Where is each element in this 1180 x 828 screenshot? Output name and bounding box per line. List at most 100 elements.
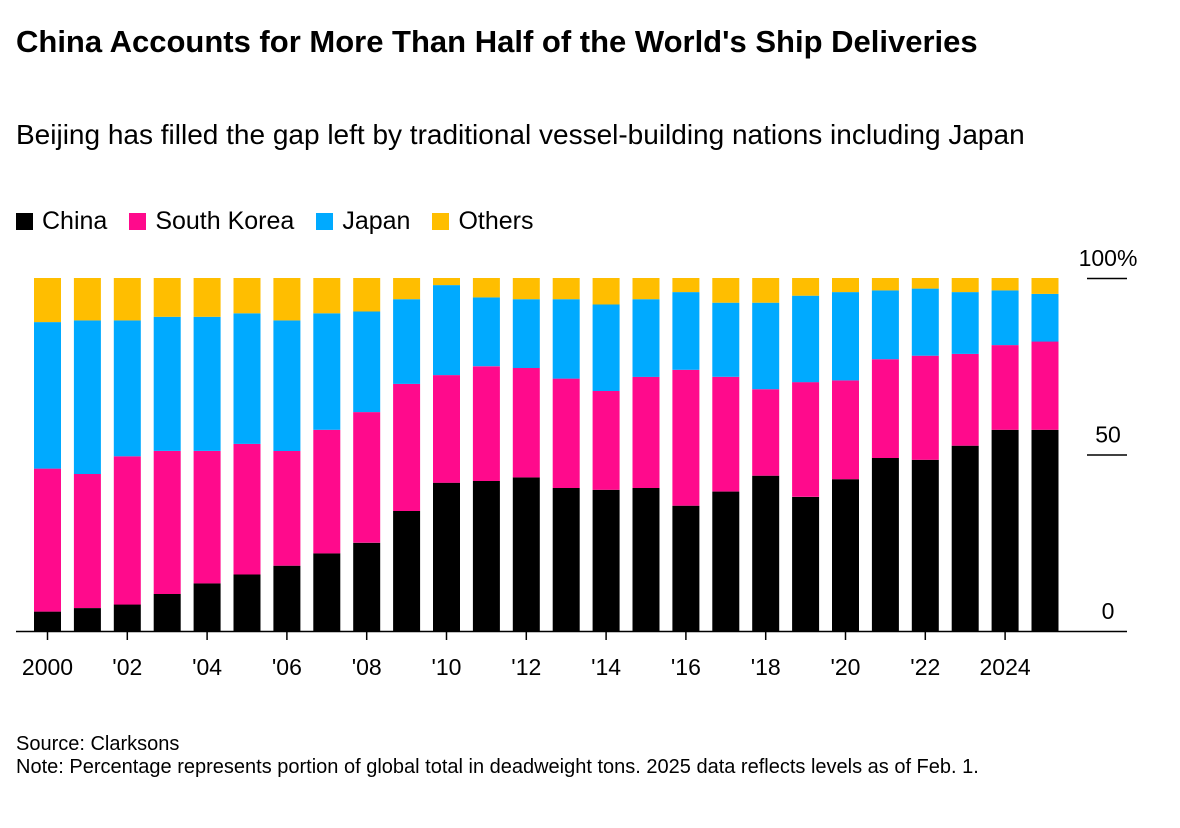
bar-japan-2020 [832,292,859,381]
bar-japan-2025 [1031,293,1059,342]
legend-swatch-japan [316,212,334,230]
bar-south-korea-2008 [353,412,381,543]
bar-china-2002 [113,604,141,631]
legend-item-others: Others [432,207,533,236]
bar-others-2019 [792,278,820,296]
bar-china-2025 [1031,429,1059,631]
bar-south-korea-2001 [73,473,101,608]
x-tick-label-2020: '20 [831,654,861,680]
x-tick-label-2024: 2024 [980,654,1031,680]
bar-china-2016 [672,505,700,631]
footer: Source: Clarksons Note: Percentage repre… [16,733,1156,779]
bar-china-2011 [472,481,500,631]
bar-japan-2011 [472,297,500,367]
bar-japan-2016 [672,292,700,370]
bar-japan-2021 [871,290,899,360]
bar-japan-2022 [911,288,939,356]
bar-japan-2006 [273,320,301,451]
bar-japan-2014 [592,304,620,391]
bar-south-korea-2018 [752,389,780,476]
bar-others-2024 [991,278,1019,291]
bar-china-2023 [951,445,979,631]
x-tick-label-2006: '06 [272,654,302,680]
x-tick-label-2022: '22 [910,654,940,680]
bar-japan-2017 [712,302,740,377]
bar-japan-2012 [512,299,540,368]
bar-japan-2023 [951,292,979,354]
legend-swatch-china [16,212,33,230]
bar-china-2013 [552,488,580,631]
bar-japan-2018 [752,302,780,390]
bar-china-2010 [433,482,460,631]
bar-china-2014 [592,489,620,631]
bar-south-korea-2021 [871,359,899,458]
chart-subtitle: Beijing has filled the gap left by tradi… [16,119,1025,150]
x-tick-label-2002: '02 [112,654,142,680]
bar-china-2021 [871,458,899,631]
bar-others-2000 [34,278,61,323]
data-note: Note: Percentage represents portion of g… [16,756,979,778]
bar-others-2020 [832,278,859,293]
x-tick-label-2016: '16 [671,654,701,680]
bar-south-korea-2006 [273,451,301,566]
bar-south-korea-2025 [1031,341,1059,430]
bar-south-korea-2017 [712,376,740,492]
bar-china-2001 [73,608,101,631]
bar-japan-2010 [433,285,460,376]
bar-south-korea-2023 [951,353,979,446]
legend-label-others: Others [458,206,534,235]
y-tick-label-100: 100% [1079,245,1138,271]
x-tick-label-2008: '08 [352,654,382,680]
bar-china-2005 [233,574,261,631]
bar-south-korea-2015 [632,376,660,488]
bar-south-korea-2002 [113,456,141,605]
bar-japan-2019 [792,295,820,383]
legend-item-south-korea: South Korea [129,207,294,236]
bar-others-2008 [353,278,381,312]
bar-china-2000 [34,611,61,631]
source-note: Source: Clarksons [16,733,180,755]
bar-south-korea-2019 [792,382,820,497]
bar-south-korea-2009 [393,383,421,511]
legend-item-japan: Japan [316,207,410,236]
bar-south-korea-2000 [34,468,61,612]
x-tick-label-2014: '14 [591,654,621,680]
bar-japan-2001 [73,320,101,474]
bar-others-2003 [153,278,181,317]
bar-south-korea-2007 [313,429,341,554]
bar-others-2010 [433,278,460,286]
bar-south-korea-2024 [991,345,1019,430]
bar-china-2022 [911,459,939,631]
x-tick-label-2018: '18 [751,654,781,680]
chart-title: China Accounts for More Than Half of the… [16,24,978,59]
y-tick-label-0: 0 [1102,598,1115,624]
bar-japan-2002 [113,320,141,457]
bar-south-korea-2003 [153,451,181,594]
bar-china-2019 [792,496,820,631]
bar-china-2006 [273,565,301,631]
bar-japan-2007 [313,313,341,430]
legend-label-china: China [42,206,108,235]
x-tick-label-2010: '10 [432,654,462,680]
x-tick-label-2012: '12 [511,654,541,680]
bar-others-2021 [871,278,899,291]
bar-south-korea-2011 [472,366,500,481]
bar-south-korea-2022 [911,355,939,460]
bar-others-2007 [313,278,341,314]
bar-china-2015 [632,488,660,631]
bar-others-2011 [472,278,500,298]
bar-others-2015 [632,278,660,300]
bar-japan-2000 [34,322,61,469]
bar-south-korea-2012 [512,368,540,478]
stacked-bar-chart: 2000 '02 '04 '06 '08 '10 '12 '14 '16 '18 '20 '22 202… [16,245,1138,680]
legend-label-south-korea: South Korea [155,206,295,235]
bar-china-2009 [393,511,421,631]
bar-japan-2013 [552,299,580,379]
y-tick-label-50: 50 [1095,422,1121,448]
bar-china-2004 [193,583,221,631]
bar-others-2013 [552,278,580,300]
bar-japan-2008 [353,311,381,413]
bar-china-2017 [712,491,740,631]
legend-swatch-south-korea [129,212,147,230]
legend-item-china: China [16,207,107,236]
